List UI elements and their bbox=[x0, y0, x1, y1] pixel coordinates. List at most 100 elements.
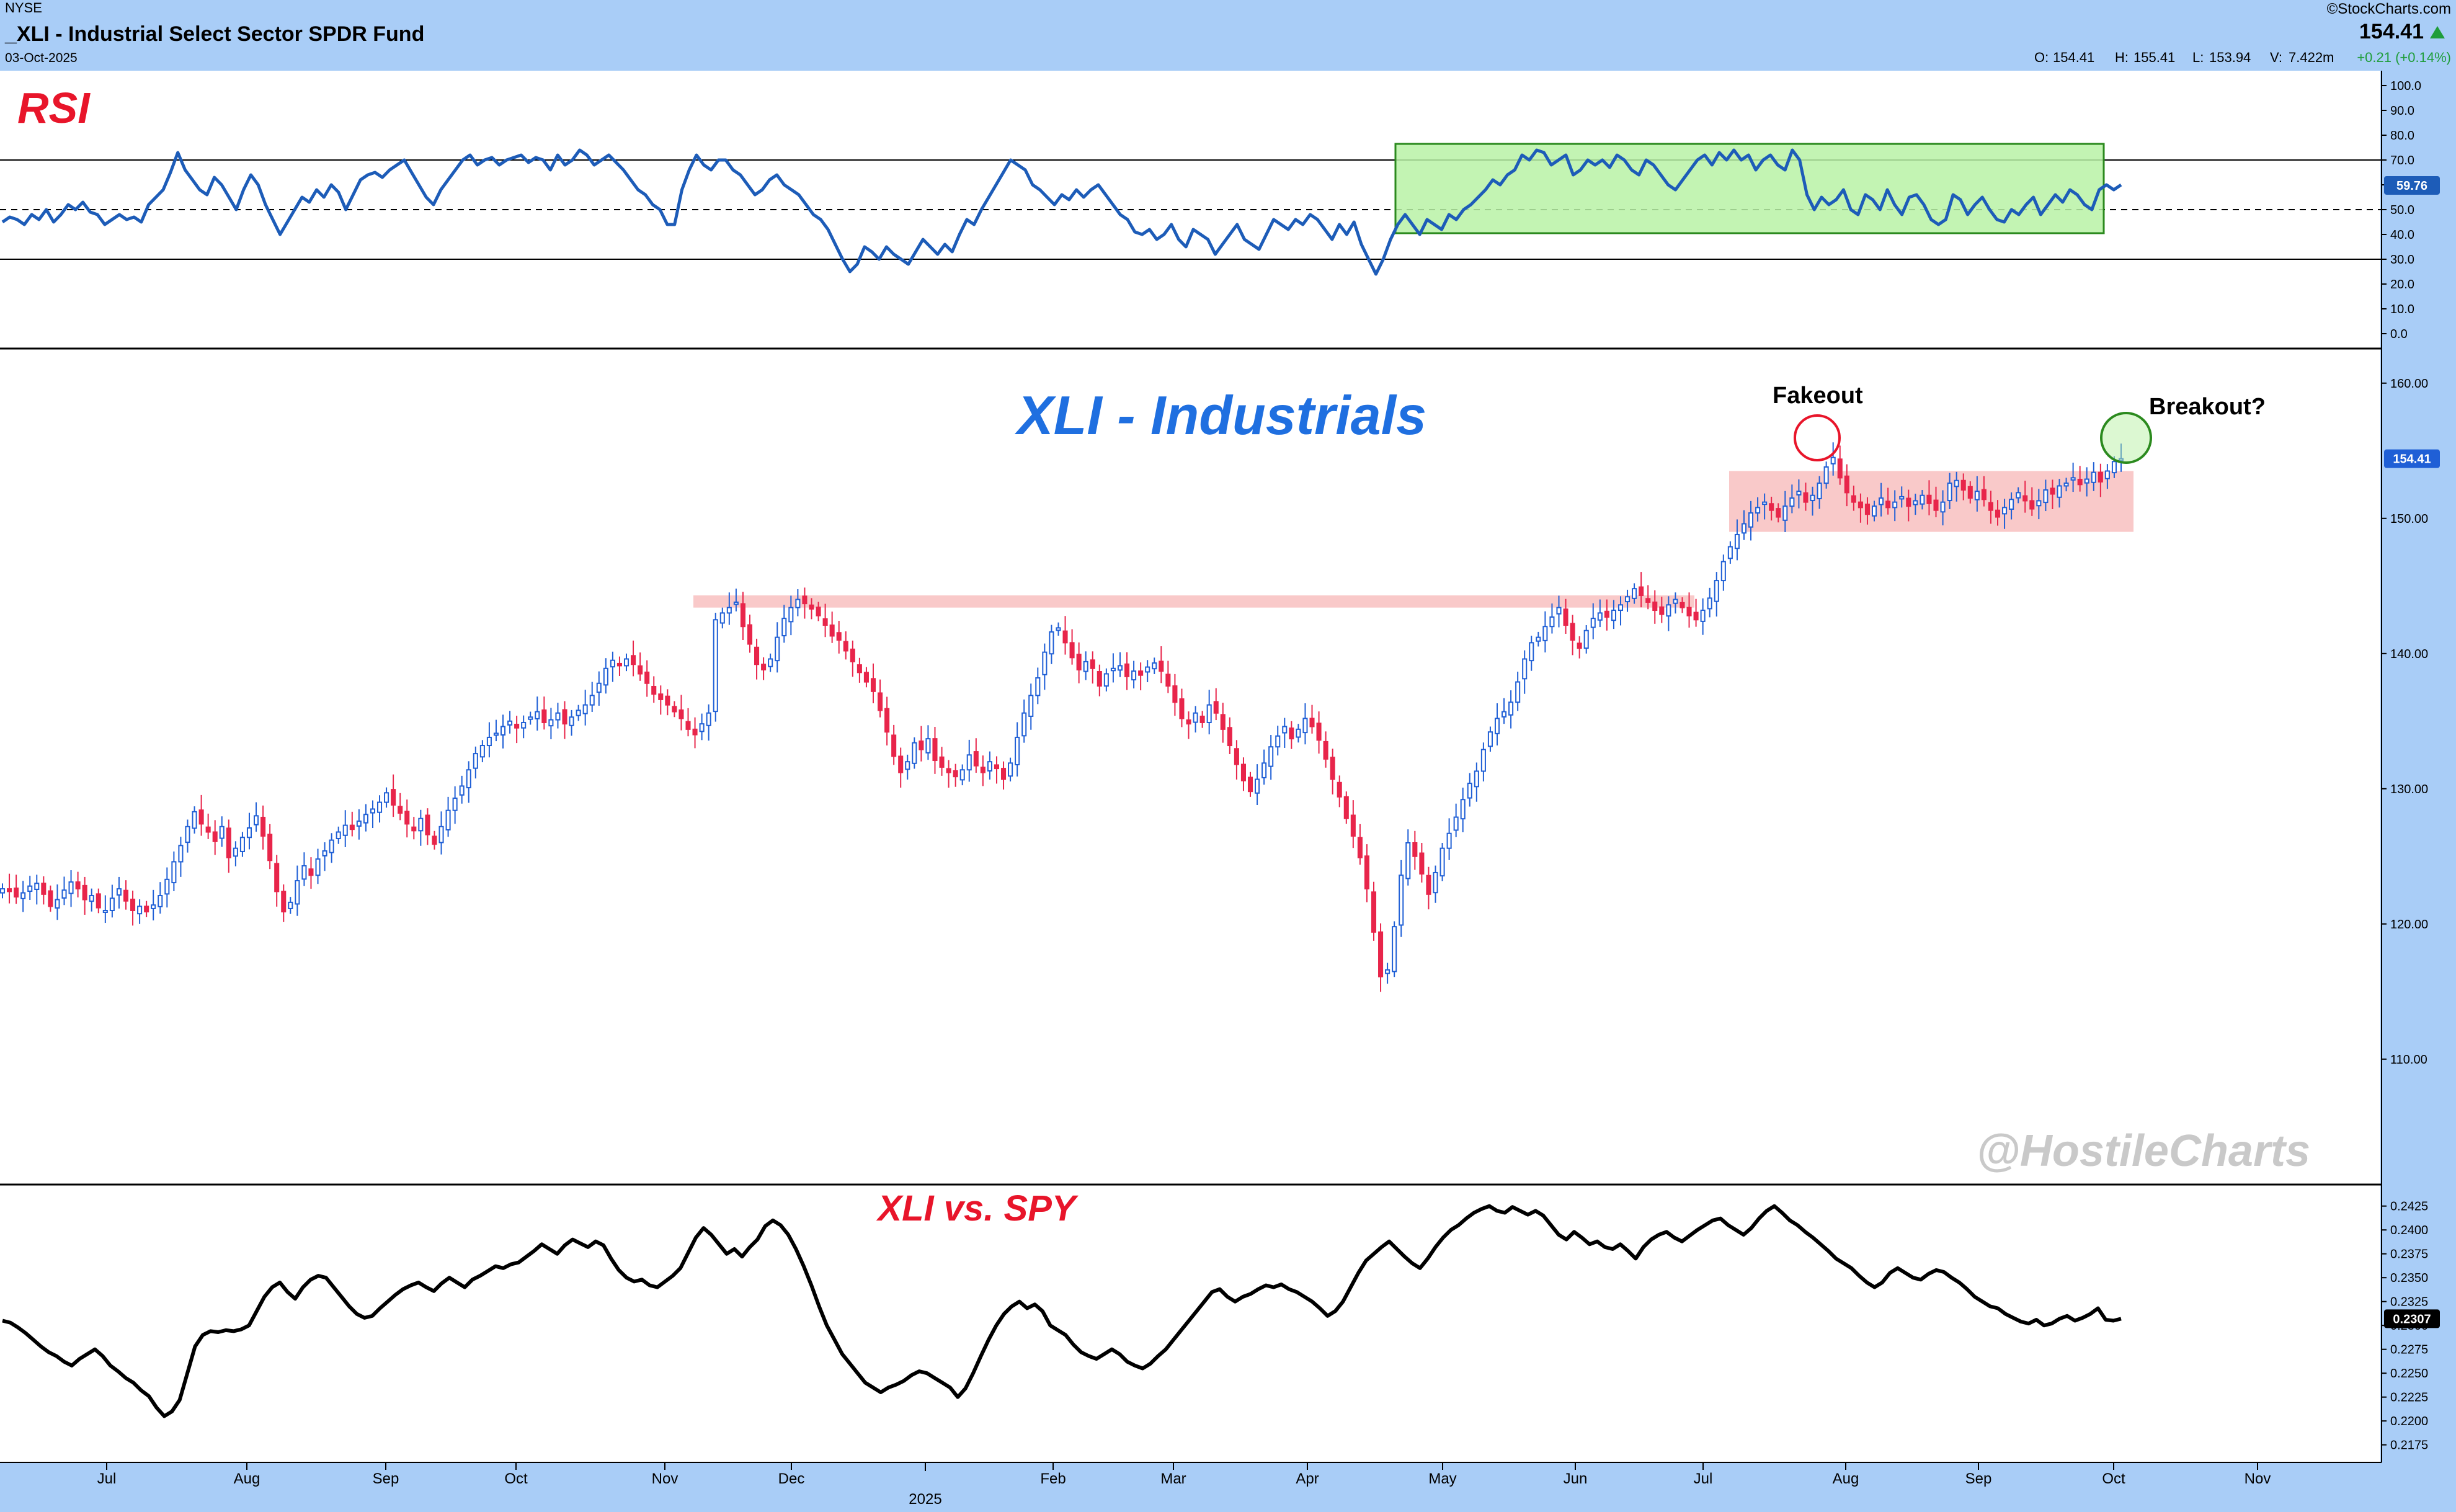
price-candle bbox=[486, 736, 492, 747]
price-candle bbox=[356, 820, 362, 827]
price-candle bbox=[2063, 483, 2069, 487]
price-candle bbox=[34, 883, 40, 890]
relative-series-line bbox=[2, 1204, 2122, 1418]
price-candle bbox=[1995, 509, 2001, 518]
price-candle bbox=[623, 658, 630, 667]
price-candle bbox=[109, 897, 115, 912]
price-candle bbox=[1913, 500, 1918, 505]
price-tick-label: 130.00 bbox=[2390, 783, 2428, 796]
price-candle bbox=[706, 712, 711, 726]
price-candle bbox=[1789, 497, 1795, 507]
brand-label: ©StockCharts.com bbox=[2327, 1, 2451, 17]
rsi-tick-label: 70.0 bbox=[2390, 154, 2414, 167]
price-candle bbox=[1769, 503, 1774, 511]
price-candle bbox=[898, 755, 904, 773]
relative-tick-label: 0.2200 bbox=[2390, 1415, 2428, 1428]
price-candle bbox=[1069, 642, 1075, 659]
rsi-tick-label: 30.0 bbox=[2390, 253, 2414, 267]
price-candle bbox=[281, 891, 287, 913]
price-candle bbox=[775, 636, 780, 662]
price-candle bbox=[1199, 715, 1205, 723]
price-candle bbox=[2016, 492, 2021, 499]
price-candle bbox=[438, 825, 444, 843]
price-candle bbox=[1522, 658, 1528, 680]
price-candle bbox=[1145, 666, 1150, 673]
price-candle bbox=[1879, 497, 1884, 505]
price-candle bbox=[761, 664, 767, 670]
price-candle bbox=[616, 662, 622, 667]
price-candle bbox=[919, 740, 924, 750]
price-candle bbox=[1823, 466, 1829, 484]
price-candle bbox=[137, 905, 143, 915]
price-candle bbox=[1960, 479, 1966, 491]
x-axis-month-label: Nov bbox=[2245, 1470, 2271, 1487]
price-candle bbox=[260, 817, 266, 837]
price-candle bbox=[576, 709, 581, 716]
price-candle bbox=[747, 624, 753, 645]
relative-tick-label: 0.2325 bbox=[2390, 1296, 2428, 1309]
price-candle bbox=[1563, 608, 1568, 626]
up-arrow-icon bbox=[2430, 26, 2445, 38]
price-candle bbox=[205, 826, 211, 833]
price-candle bbox=[925, 738, 931, 754]
price-candle bbox=[1487, 731, 1493, 747]
price-candle bbox=[1604, 610, 1609, 618]
price-candle bbox=[2057, 485, 2062, 498]
price-candle bbox=[726, 607, 732, 614]
fakeout-circle bbox=[1794, 414, 1841, 461]
price-candle bbox=[658, 693, 664, 700]
price-candle bbox=[1385, 969, 1390, 974]
price-candle bbox=[158, 895, 163, 907]
price-candle bbox=[850, 648, 855, 662]
price-candle bbox=[151, 904, 156, 909]
price-candle bbox=[1357, 837, 1363, 858]
price-candle bbox=[528, 716, 533, 720]
price-candle bbox=[2002, 507, 2008, 515]
price-candle bbox=[1015, 736, 1020, 765]
price-tick-label: 120.00 bbox=[2390, 918, 2428, 932]
price-candle bbox=[843, 641, 848, 652]
x-axis-year-label: 2025 bbox=[909, 1491, 941, 1508]
price-candle bbox=[548, 719, 554, 727]
price-candle bbox=[1536, 636, 1541, 642]
ohlc-v-label: V: bbox=[2270, 50, 2282, 65]
price-candle bbox=[754, 646, 760, 665]
price-candle bbox=[102, 910, 108, 913]
relative-last-value: 0.2307 bbox=[2393, 1312, 2431, 1326]
price-candle bbox=[466, 769, 471, 789]
ohlc-l-label: L: bbox=[2192, 50, 2204, 65]
rsi-last-value-bg bbox=[2384, 176, 2440, 195]
relative-tick-label: 0.2175 bbox=[2390, 1439, 2428, 1452]
price-candle bbox=[315, 858, 321, 876]
price-candle bbox=[288, 901, 293, 909]
price-candle bbox=[1159, 660, 1164, 672]
x-axis-month-label: Dec bbox=[778, 1470, 805, 1487]
rsi-tick-label: 40.0 bbox=[2390, 228, 2414, 242]
relative-tick-label: 0.2375 bbox=[2390, 1248, 2428, 1261]
price-candle bbox=[2050, 487, 2055, 495]
price-candle bbox=[1453, 816, 1459, 831]
x-axis-month-label: Sep bbox=[373, 1470, 399, 1487]
price-candle bbox=[1632, 588, 1637, 599]
price-candle bbox=[0, 888, 6, 894]
price-candle bbox=[1639, 586, 1644, 597]
price-candle bbox=[411, 826, 417, 832]
price-candle bbox=[1782, 505, 1788, 521]
price-candle bbox=[1920, 494, 1925, 505]
price-candle bbox=[404, 811, 410, 825]
price-candle bbox=[651, 685, 657, 695]
price-candle bbox=[1124, 663, 1130, 677]
price-candle bbox=[2077, 479, 2083, 486]
price-candle bbox=[1364, 855, 1369, 890]
price-candle bbox=[1480, 749, 1486, 772]
price-candle bbox=[1693, 611, 1699, 621]
price-candle bbox=[1988, 502, 1993, 511]
price-candle bbox=[1590, 618, 1596, 628]
price-candle bbox=[301, 865, 307, 880]
price-candle bbox=[329, 839, 334, 853]
price-candle bbox=[1494, 718, 1500, 734]
price-candle bbox=[638, 665, 643, 675]
price-candle bbox=[1885, 500, 1891, 509]
price-candle bbox=[1426, 874, 1431, 895]
x-axis-month-label: Aug bbox=[234, 1470, 260, 1487]
